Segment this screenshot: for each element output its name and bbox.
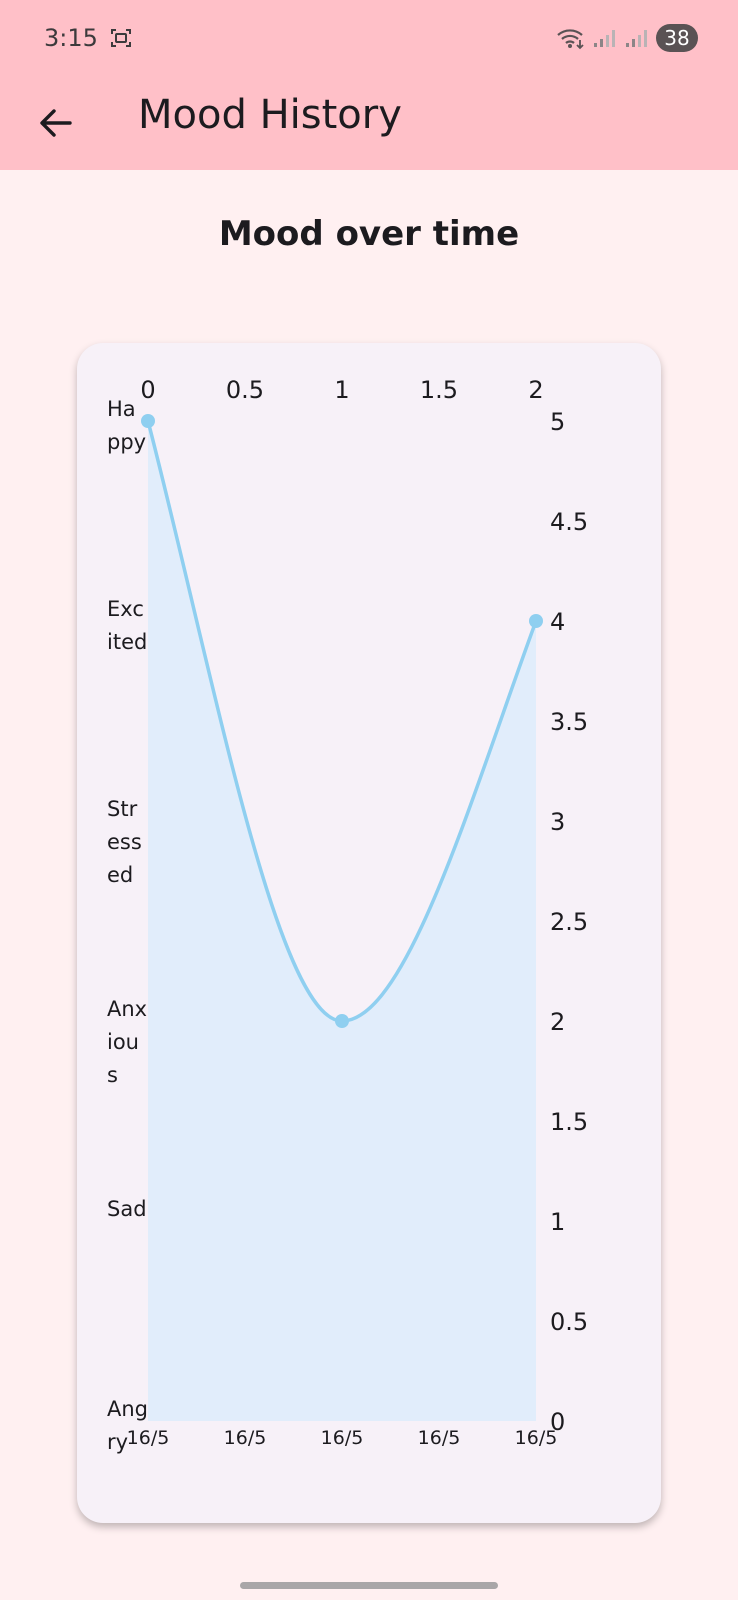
left-mood-label: s — [107, 1063, 118, 1087]
right-tick-label: 2 — [550, 1008, 565, 1036]
bottom-tick-label: 16/5 — [418, 1427, 461, 1449]
left-mood-label: ess — [107, 830, 142, 854]
right-tick-label: 2.5 — [550, 908, 588, 936]
home-indicator[interactable] — [240, 1582, 498, 1589]
data-point — [141, 414, 155, 428]
right-tick-label: 5 — [550, 408, 565, 436]
top-tick-label: 2 — [528, 376, 543, 404]
left-mood-label: ry — [107, 1430, 128, 1454]
right-tick-label: 3.5 — [550, 708, 588, 736]
signal-icon — [594, 30, 615, 47]
chart-card: 0 0.5 1 1.5 2 0 0.5 1 1.5 2 2.5 3 3.5 4 4.5 5 16/5 16/5 16… — [77, 343, 661, 1523]
status-icons: 38 — [556, 24, 698, 52]
mood-chart: 0 0.5 1 1.5 2 0 0.5 1 1.5 2 2.5 3 3.5 4 4.5 5 16/5 16/5 16… — [107, 376, 588, 1454]
left-mood-label: Exc — [107, 597, 144, 621]
area-fill — [148, 421, 536, 1421]
page-title: Mood History — [138, 92, 402, 138]
left-mood-label: ited — [107, 630, 147, 654]
battery-indicator: 38 — [656, 24, 698, 52]
right-tick-label: 4 — [550, 608, 565, 636]
right-tick-label: 1 — [550, 1208, 565, 1236]
top-tick-label: 0 — [140, 376, 155, 404]
right-tick-label: 4.5 — [550, 508, 588, 536]
bottom-tick-label: 16/5 — [127, 1427, 170, 1449]
bottom-tick-label: 16/5 — [515, 1427, 558, 1449]
left-mood-label: ppy — [107, 430, 146, 454]
arrow-left-icon[interactable] — [36, 103, 76, 143]
wifi-icon — [557, 29, 584, 50]
app-bar: Mood History — [0, 80, 738, 170]
left-mood-label: Sad — [107, 1197, 147, 1221]
signal-icon — [626, 30, 647, 47]
top-tick-label: 0.5 — [226, 376, 264, 404]
right-tick-label: 0.5 — [550, 1308, 588, 1336]
screenshot-icon — [111, 29, 131, 47]
right-tick-label: 3 — [550, 808, 565, 836]
left-mood-label: iou — [107, 1030, 139, 1054]
data-point — [529, 614, 543, 628]
left-mood-label: ed — [107, 863, 133, 887]
top-tick-label: 1.5 — [420, 376, 458, 404]
status-time: 3:15 — [44, 24, 98, 52]
status-bar: 3:15 38 — [0, 0, 738, 80]
bottom-tick-label: 16/5 — [321, 1427, 364, 1449]
right-tick-label: 1.5 — [550, 1108, 588, 1136]
left-mood-label: Anx — [107, 997, 147, 1021]
bottom-tick-label: 16/5 — [224, 1427, 267, 1449]
series-line — [146, 420, 538, 1023]
left-mood-label: Ang — [107, 1397, 148, 1421]
left-mood-label: Ha — [107, 397, 136, 421]
left-mood-label: Str — [107, 797, 138, 821]
right-tick-label: 0 — [550, 1408, 565, 1436]
data-point — [335, 1014, 349, 1028]
chart-title: Mood over time — [218, 214, 520, 254]
top-tick-label: 1 — [334, 376, 349, 404]
